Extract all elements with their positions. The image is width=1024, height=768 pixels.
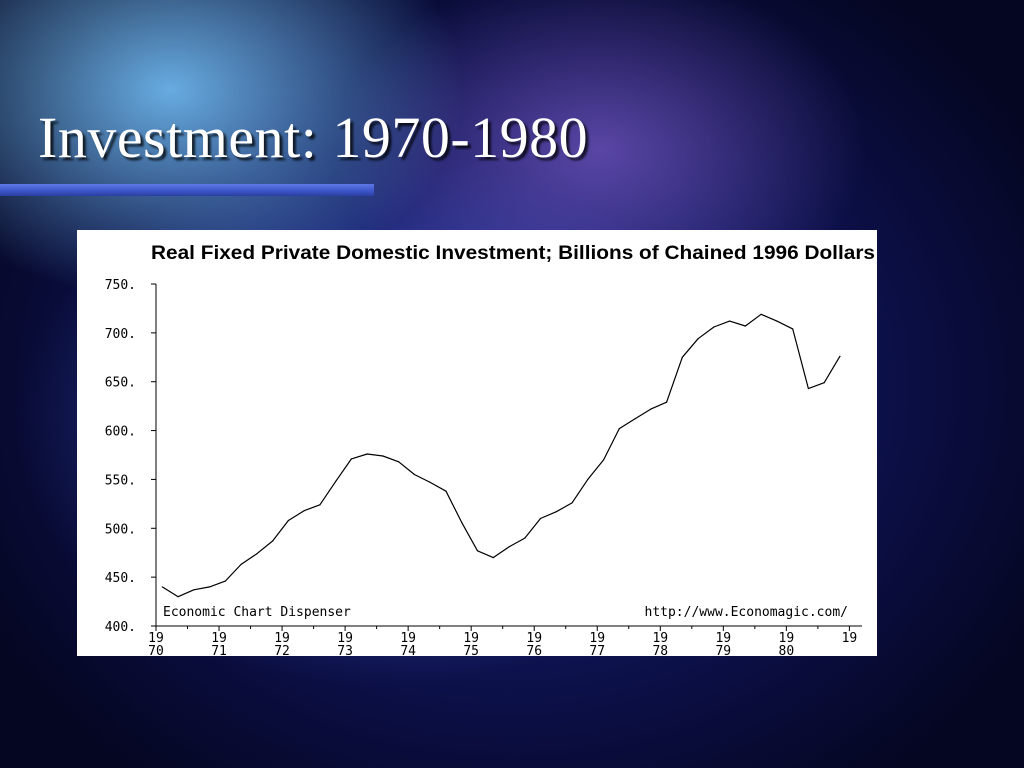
data-point — [193, 589, 195, 591]
data-point — [161, 586, 163, 588]
x-tick-label-bottom: 80 — [779, 644, 795, 656]
x-tick-label-top: 19 — [842, 631, 858, 646]
chart-footer-left: Economic Chart Dispenser — [163, 605, 351, 620]
x-tick-label-top: 19 — [779, 631, 795, 646]
data-point — [303, 510, 305, 512]
data-point — [665, 401, 668, 403]
data-point — [760, 313, 762, 315]
x-axis: 1970197119721973197419751976197719781979… — [148, 625, 862, 656]
data-point — [744, 325, 746, 327]
data-point — [208, 586, 211, 588]
y-tick-label: 400. — [105, 620, 136, 635]
y-tick-label: 650. — [105, 376, 136, 391]
data-point — [555, 511, 557, 513]
data-point — [445, 490, 447, 492]
x-tick-label-bottom: 75 — [463, 644, 479, 656]
slide-title: Investment: 1970-1980 — [38, 105, 589, 170]
x-tick-label-top: 19 — [337, 631, 353, 646]
y-tick-label: 550. — [105, 473, 136, 488]
data-point — [476, 550, 479, 552]
data-point — [634, 418, 636, 420]
data-point — [539, 517, 542, 520]
series-group — [161, 313, 841, 598]
chart-title: Real Fixed Private Domestic Investment; … — [151, 243, 875, 264]
data-point — [272, 540, 274, 542]
title-underline-bar — [0, 184, 374, 196]
line-chart: Real Fixed Private Domestic Investment; … — [105, 243, 875, 656]
data-point — [697, 338, 699, 340]
x-tick-label-bottom: 74 — [400, 644, 416, 656]
x-tick-label-top: 19 — [211, 631, 227, 646]
x-tick-label-bottom: 77 — [589, 644, 605, 656]
x-tick-label-bottom: 71 — [211, 644, 227, 656]
data-point — [650, 408, 652, 410]
data-point — [177, 596, 179, 598]
y-tick-label: 600. — [105, 425, 136, 440]
data-point — [681, 356, 683, 358]
data-point — [571, 502, 573, 504]
x-tick-label-top: 19 — [652, 631, 668, 646]
data-point — [618, 428, 620, 430]
data-point — [366, 453, 368, 455]
data-point — [524, 537, 526, 539]
series-line — [161, 313, 841, 598]
data-point — [776, 320, 778, 322]
data-point — [413, 473, 416, 476]
data-point — [224, 580, 226, 582]
x-tick-label-bottom: 76 — [526, 644, 542, 656]
x-tick-label-bottom: 79 — [715, 644, 731, 656]
data-point — [429, 481, 431, 483]
y-tick-label: 450. — [105, 571, 136, 586]
chart-footer-right: http://www.Economagic.com/ — [645, 605, 849, 620]
data-point — [839, 355, 841, 357]
x-tick-label-top: 19 — [589, 631, 605, 646]
data-point — [508, 546, 510, 548]
x-tick-label-bottom: 73 — [337, 644, 353, 656]
x-tick-label-top: 19 — [274, 631, 290, 646]
data-point — [729, 320, 731, 322]
data-point — [350, 458, 353, 460]
data-point — [587, 478, 589, 481]
data-point — [823, 382, 825, 384]
y-tick-label: 700. — [105, 327, 136, 342]
x-tick-label-top: 19 — [526, 631, 542, 646]
data-point — [792, 328, 794, 330]
data-point — [287, 519, 289, 522]
x-tick-label-bottom: 78 — [652, 644, 668, 656]
data-point — [382, 455, 384, 457]
data-point — [256, 553, 258, 555]
data-point — [602, 459, 605, 461]
x-tick-label-bottom: 70 — [148, 644, 164, 656]
y-tick-label: 500. — [105, 522, 136, 537]
chart-panel: Real Fixed Private Domestic Investment; … — [77, 230, 877, 656]
x-tick-label-top: 19 — [148, 631, 164, 646]
data-point — [461, 521, 463, 524]
data-point — [713, 326, 715, 328]
data-point — [492, 557, 494, 559]
data-point — [398, 461, 400, 463]
data-point — [240, 563, 242, 566]
data-point — [807, 387, 810, 390]
y-tick-label: 750. — [105, 278, 136, 293]
data-point — [335, 480, 337, 482]
x-tick-label-bottom: 72 — [274, 644, 290, 656]
x-tick-label-top: 19 — [715, 631, 731, 646]
x-tick-label-top: 19 — [463, 631, 479, 646]
x-tick-label-top: 19 — [400, 631, 416, 646]
y-axis: 750. 700. 650. 600. 550. 500. 450. 400. — [105, 278, 157, 635]
data-point — [319, 504, 321, 506]
